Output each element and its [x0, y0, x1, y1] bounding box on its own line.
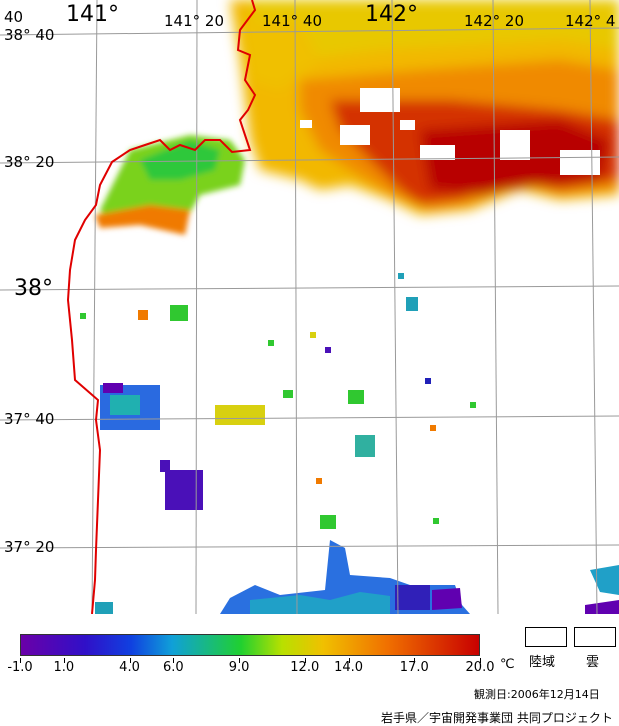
lon-label-142-20: 142° 20: [464, 12, 524, 30]
colorbar-tick-label: 17.0: [399, 660, 429, 675]
sst-field-south: [220, 540, 619, 614]
colorbar-tick: [20, 658, 21, 663]
lat-label-38: 38°: [14, 276, 53, 301]
land-legend-label: 陸域: [529, 655, 556, 670]
lat-label-37-40: 37° 40: [4, 410, 55, 428]
temperature-colorbar: [20, 634, 480, 656]
colorbar-tick: [348, 658, 350, 663]
lon-label-142-40: 142° 4: [565, 12, 616, 30]
colorbar-tick-label: 20.0: [465, 660, 495, 675]
colorbar-tick-label: 1.0: [53, 660, 75, 675]
lat-label-38-40: 38° 40: [4, 26, 55, 44]
colorbar-tick: [239, 658, 241, 663]
coastline: [66, 0, 257, 614]
lon-label-141-20: 141° 20: [164, 12, 224, 30]
lon-label-142: 142°: [365, 2, 418, 27]
sst-map: [0, 0, 619, 614]
corner-label: 40: [4, 8, 24, 26]
lon-label-141-40: 141° 40: [262, 12, 322, 30]
colorbar-tick-label: 14.0: [334, 660, 364, 675]
sst-scattered-patches: [80, 273, 476, 614]
colorbar-tick-label: 9.0: [228, 660, 250, 675]
colorbar-tick: [480, 658, 481, 663]
lon-label-141: 141°: [66, 2, 119, 27]
observation-date: 観測日:2006年12月14日: [474, 688, 600, 701]
credit-line: 岩手県／宇宙開発事業団 共同プロジェクト: [381, 711, 613, 725]
colorbar-tick: [304, 658, 306, 663]
colorbar-tick-label: 4.0: [119, 660, 140, 675]
colorbar-tick: [129, 658, 131, 663]
colorbar-tick-label: -1.0: [7, 660, 33, 675]
lat-label-37-20: 37° 20: [4, 538, 55, 556]
lat-label-38-20: 38° 20: [4, 153, 55, 171]
colorbar-tick: [63, 658, 65, 663]
cloud-legend-swatch: [574, 627, 616, 647]
colorbar-tick-label: 12.0: [290, 660, 320, 675]
colorbar-unit: ℃: [500, 657, 515, 672]
colorbar-tick: [414, 658, 416, 663]
colorbar-tick-label: 6.0: [162, 660, 184, 675]
land-legend-swatch: [525, 627, 567, 647]
sst-field-bay: [95, 135, 245, 235]
cloud-legend-label: 雲: [586, 655, 600, 670]
colorbar-tick: [173, 658, 175, 663]
cloud-patches: [300, 88, 600, 175]
graticule: [0, 0, 619, 614]
